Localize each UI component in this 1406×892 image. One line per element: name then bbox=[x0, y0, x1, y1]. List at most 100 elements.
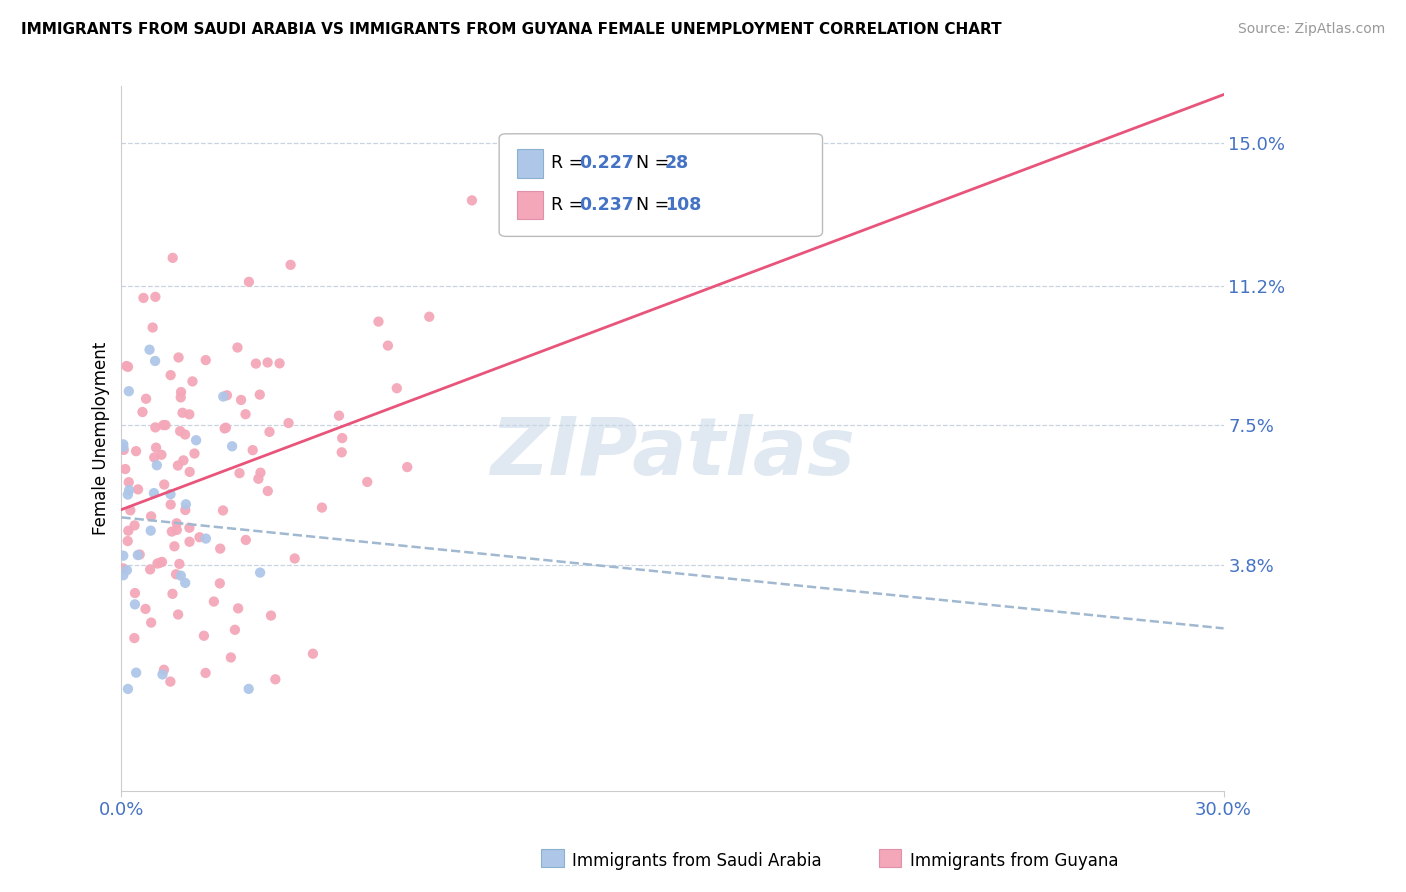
Point bbox=[112, 549, 135, 563]
Point bbox=[169, 557, 191, 571]
Point bbox=[242, 443, 264, 458]
Point bbox=[247, 472, 270, 486]
Point bbox=[377, 338, 399, 352]
Point bbox=[249, 387, 271, 401]
Point bbox=[280, 258, 302, 272]
Point bbox=[183, 446, 205, 460]
Point bbox=[118, 475, 141, 490]
Point bbox=[145, 441, 167, 455]
Point bbox=[124, 631, 146, 645]
Point bbox=[174, 427, 197, 442]
Point bbox=[112, 568, 135, 582]
Point bbox=[330, 445, 353, 459]
Point bbox=[139, 524, 162, 538]
Point bbox=[124, 518, 146, 533]
Point bbox=[153, 477, 176, 491]
Text: 108: 108 bbox=[665, 196, 702, 214]
Point bbox=[120, 503, 142, 517]
Point bbox=[112, 437, 135, 451]
Point bbox=[249, 466, 271, 480]
Text: N =: N = bbox=[636, 154, 675, 172]
Point bbox=[118, 384, 141, 399]
Point bbox=[117, 524, 139, 538]
Point bbox=[159, 498, 181, 512]
Point bbox=[219, 650, 242, 665]
Point bbox=[115, 563, 138, 577]
Point bbox=[112, 561, 135, 575]
Point bbox=[174, 575, 197, 590]
Point bbox=[142, 320, 165, 334]
Point bbox=[172, 453, 194, 467]
Point bbox=[143, 420, 166, 434]
Point bbox=[153, 663, 176, 677]
Point bbox=[135, 392, 157, 406]
Point bbox=[188, 530, 211, 544]
Point bbox=[193, 629, 215, 643]
Point bbox=[235, 533, 257, 547]
Point bbox=[229, 392, 252, 407]
Point bbox=[160, 524, 183, 539]
Point bbox=[221, 439, 243, 453]
Point bbox=[194, 532, 217, 546]
Point bbox=[194, 353, 217, 368]
Text: Immigrants from Saudi Arabia: Immigrants from Saudi Arabia bbox=[572, 852, 823, 870]
Point bbox=[235, 407, 257, 421]
Text: N =: N = bbox=[636, 196, 675, 214]
Point bbox=[127, 548, 149, 562]
Point bbox=[174, 497, 197, 511]
Point bbox=[256, 355, 278, 369]
Point bbox=[152, 418, 174, 433]
Point bbox=[159, 487, 181, 501]
Point bbox=[142, 486, 165, 500]
Point bbox=[202, 594, 225, 608]
Point bbox=[118, 483, 141, 497]
Point bbox=[367, 315, 389, 329]
Point bbox=[277, 416, 299, 430]
Point bbox=[226, 601, 249, 615]
Point bbox=[143, 354, 166, 368]
Point bbox=[138, 343, 160, 357]
Point bbox=[256, 483, 278, 498]
Point bbox=[155, 418, 177, 433]
Point bbox=[127, 483, 149, 497]
Text: 28: 28 bbox=[665, 154, 689, 172]
Point bbox=[124, 598, 146, 612]
Point bbox=[162, 251, 184, 265]
Point bbox=[146, 557, 169, 571]
Point bbox=[396, 460, 419, 475]
Point bbox=[139, 509, 162, 524]
Point bbox=[169, 424, 191, 438]
Point bbox=[418, 310, 440, 324]
Point bbox=[150, 448, 173, 462]
Point bbox=[209, 541, 232, 556]
Point bbox=[114, 462, 136, 476]
Point bbox=[167, 458, 190, 473]
Text: 0.237: 0.237 bbox=[579, 196, 634, 214]
Text: 0.227: 0.227 bbox=[579, 154, 634, 172]
Point bbox=[179, 465, 201, 479]
Point bbox=[249, 566, 271, 580]
Point bbox=[194, 665, 217, 680]
Point bbox=[170, 391, 193, 405]
Text: IMMIGRANTS FROM SAUDI ARABIA VS IMMIGRANTS FROM GUYANA FEMALE UNEMPLOYMENT CORRE: IMMIGRANTS FROM SAUDI ARABIA VS IMMIGRAN… bbox=[21, 22, 1001, 37]
Point bbox=[132, 291, 155, 305]
Point bbox=[238, 275, 260, 289]
Point bbox=[170, 568, 193, 582]
Point bbox=[215, 420, 238, 434]
Point bbox=[167, 351, 190, 365]
Text: Source: ZipAtlas.com: Source: ZipAtlas.com bbox=[1237, 22, 1385, 37]
Point bbox=[260, 608, 283, 623]
Point bbox=[328, 409, 350, 423]
Point bbox=[165, 567, 187, 582]
Point bbox=[302, 647, 325, 661]
Point bbox=[174, 503, 197, 517]
Point bbox=[284, 551, 307, 566]
Point bbox=[212, 390, 235, 404]
Point bbox=[131, 405, 153, 419]
Text: R =: R = bbox=[551, 196, 589, 214]
Point bbox=[139, 562, 162, 576]
Point bbox=[228, 466, 250, 480]
Point bbox=[159, 674, 181, 689]
Point bbox=[163, 539, 186, 553]
Point bbox=[152, 667, 174, 681]
